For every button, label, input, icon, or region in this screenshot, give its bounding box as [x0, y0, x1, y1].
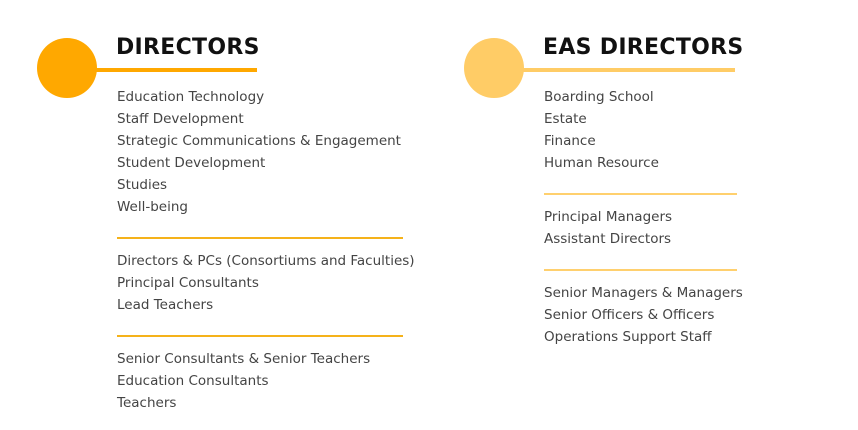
- list-item: Senior Managers & Managers: [544, 285, 743, 301]
- directors-heading: DIRECTORS: [116, 35, 260, 60]
- eas-directors-group-2: Principal Managers Assistant Directors: [544, 206, 740, 250]
- list-item: Education Consultants: [117, 373, 269, 389]
- list-item: Well-being: [117, 199, 188, 215]
- list-item: Directors & PCs (Consortiums and Faculti…: [117, 253, 415, 269]
- directors-circle-marker: [37, 38, 97, 98]
- eas-directors-heading: EAS DIRECTORS: [543, 35, 744, 60]
- list-item: Teachers: [117, 395, 177, 411]
- list-item: Finance: [544, 133, 596, 149]
- list-item: Operations Support Staff: [544, 329, 712, 345]
- group-divider: [117, 237, 403, 239]
- directors-group-3: Senior Consultants & Senior Teachers Edu…: [117, 348, 407, 414]
- list-item: Staff Development: [117, 111, 244, 127]
- list-item: Principal Consultants: [117, 275, 259, 291]
- eas-directors-circle-marker: [464, 38, 524, 98]
- list-item: Student Development: [117, 155, 266, 171]
- list-item: Strategic Communications & Engagement: [117, 133, 401, 149]
- eas-directors-group-1: Boarding School Estate Finance Human Res…: [544, 86, 740, 174]
- list-item: Studies: [117, 177, 168, 193]
- list-item: Lead Teachers: [117, 297, 214, 313]
- group-divider: [544, 269, 737, 271]
- list-item: Estate: [544, 111, 587, 127]
- list-item: Education Technology: [117, 89, 265, 105]
- directors-group-2: Directors & PCs (Consortiums and Faculti…: [117, 250, 415, 316]
- directors-group-1: Education Technology Staff Development S…: [117, 86, 407, 218]
- eas-directors-groups: Boarding School Estate Finance Human Res…: [544, 86, 743, 348]
- list-item: Assistant Directors: [544, 231, 672, 247]
- eas-directors-group-3: Senior Managers & Managers Senior Office…: [544, 282, 743, 348]
- group-divider: [117, 335, 403, 337]
- list-item: Principal Managers: [544, 209, 673, 225]
- directors-groups: Education Technology Staff Development S…: [117, 86, 415, 414]
- eas-directors-heading-underline: [523, 68, 735, 72]
- group-divider: [544, 193, 737, 195]
- directors-heading-underline: [96, 68, 257, 72]
- list-item: Senior Officers & Officers: [544, 307, 715, 323]
- list-item: Human Resource: [544, 155, 659, 171]
- list-item: Senior Consultants & Senior Teachers: [117, 351, 371, 367]
- list-item: Boarding School: [544, 89, 654, 105]
